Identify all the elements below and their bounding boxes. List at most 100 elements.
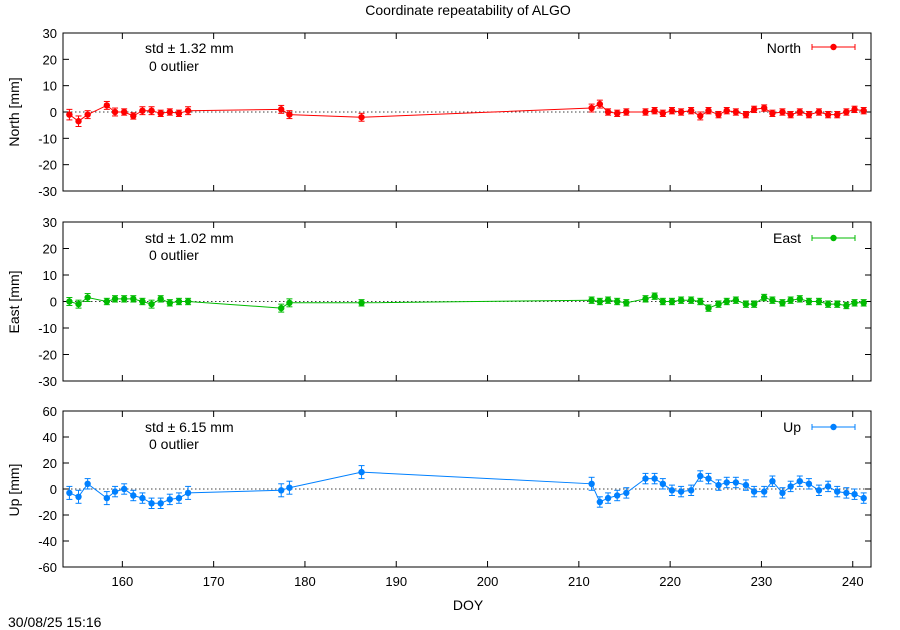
- up-marker: [697, 472, 704, 480]
- east-marker: [148, 300, 155, 308]
- east-marker: [623, 299, 630, 307]
- north-data-point: [613, 109, 621, 117]
- chart-title: Coordinate repeatability of ALGO: [365, 2, 571, 18]
- north-data-point: [120, 108, 128, 116]
- up-data-point: [613, 489, 621, 502]
- east-data-point: [623, 299, 630, 307]
- north-ytick-label: -30: [38, 184, 57, 199]
- east-data-point: [651, 292, 658, 300]
- up-outlier-text: 0 outlier: [149, 436, 199, 452]
- xtick-label: 210: [568, 574, 590, 589]
- north-marker: [651, 107, 658, 114]
- up-marker: [120, 485, 128, 493]
- up-data-point: [796, 475, 803, 487]
- east-ytick-label: 30: [43, 215, 57, 230]
- north-marker: [84, 111, 91, 118]
- north-data-point: [843, 108, 850, 116]
- east-data-point: [851, 299, 858, 307]
- north-data-point: [66, 108, 73, 121]
- north-marker: [111, 108, 119, 116]
- xtick-label: 170: [203, 574, 225, 589]
- xtick-label: 160: [111, 574, 133, 589]
- east-marker: [596, 298, 604, 305]
- up-ytick-label: 0: [50, 482, 57, 497]
- up-data-point: [659, 478, 667, 490]
- east-data-point: [111, 295, 119, 303]
- north-data-point: [769, 109, 776, 117]
- up-data-point: [588, 476, 595, 491]
- north-data-point: [824, 110, 832, 119]
- north-data-point: [103, 100, 111, 110]
- up-data-point: [805, 478, 813, 490]
- north-ytick-label: 30: [43, 26, 57, 41]
- north-data-point: [760, 104, 768, 112]
- up-marker: [130, 492, 137, 499]
- east-data-point: [787, 296, 794, 304]
- east-ytick-label: 0: [50, 295, 57, 310]
- east-marker: [815, 298, 823, 305]
- east-ytick-label: -30: [38, 374, 57, 389]
- up-marker: [157, 500, 164, 507]
- north-marker: [843, 108, 850, 116]
- up-data-point: [651, 472, 658, 485]
- xtick-label: 200: [477, 574, 499, 589]
- up-data-point: [642, 472, 649, 485]
- north-data-point: [130, 112, 137, 120]
- north-marker: [760, 104, 768, 112]
- up-marker: [834, 488, 841, 495]
- east-data-point: [668, 297, 676, 306]
- up-data-point: [677, 485, 685, 498]
- xtick-label: 230: [751, 574, 773, 589]
- east-marker: [613, 298, 621, 305]
- east-panel: std ± 1.02 mm 0 outlier East East [mm] 3…: [6, 215, 872, 389]
- north-marker: [120, 108, 128, 116]
- east-data-point: [130, 295, 137, 303]
- north-data-point: [705, 107, 712, 115]
- east-data-point: [805, 297, 813, 306]
- up-marker: [84, 480, 91, 487]
- up-data-point: [286, 480, 293, 495]
- up-marker: [796, 478, 803, 485]
- east-marker: [732, 296, 740, 304]
- up-data-point: [75, 489, 82, 504]
- east-marker: [824, 300, 832, 308]
- up-panel: std ± 6.15 mm 0 outlier Up Up [mm] 60 40 2…: [6, 404, 872, 589]
- north-marker: [659, 110, 667, 117]
- east-std-text: std ± 1.02 mm: [145, 230, 234, 246]
- east-ylabel: East [mm]: [6, 270, 22, 333]
- north-marker: [286, 111, 293, 118]
- north-data-point: [668, 107, 676, 115]
- east-data-point: [843, 301, 850, 310]
- east-legend-marker: [830, 234, 837, 242]
- east-marker: [175, 298, 183, 305]
- up-data-point: [166, 493, 174, 506]
- north-marker: [175, 110, 183, 117]
- north-marker: [732, 108, 740, 116]
- north-data-point: [697, 111, 704, 121]
- east-data-point: [139, 297, 146, 306]
- up-data-point: [157, 497, 164, 509]
- east-marker: [642, 295, 649, 303]
- north-data-point: [723, 107, 730, 115]
- east-data-point: [84, 293, 91, 302]
- east-data-point: [732, 296, 740, 304]
- east-data-point: [278, 303, 285, 313]
- east-data-point: [148, 299, 155, 309]
- east-data-point: [184, 297, 192, 306]
- up-marker: [851, 491, 858, 498]
- east-data-point: [588, 296, 595, 304]
- up-data-point: [750, 485, 758, 498]
- east-data-point: [175, 297, 183, 306]
- north-marker: [687, 107, 695, 114]
- up-ytick-label: -40: [38, 534, 57, 549]
- north-marker: [184, 107, 192, 114]
- north-data-point: [175, 109, 183, 117]
- north-data-point: [860, 107, 867, 115]
- east-marker: [120, 295, 128, 303]
- north-data-point: [588, 103, 595, 113]
- east-marker: [769, 296, 776, 304]
- up-std-text: std ± 6.15 mm: [145, 419, 234, 435]
- north-data-point: [642, 108, 649, 116]
- up-marker: [715, 481, 722, 489]
